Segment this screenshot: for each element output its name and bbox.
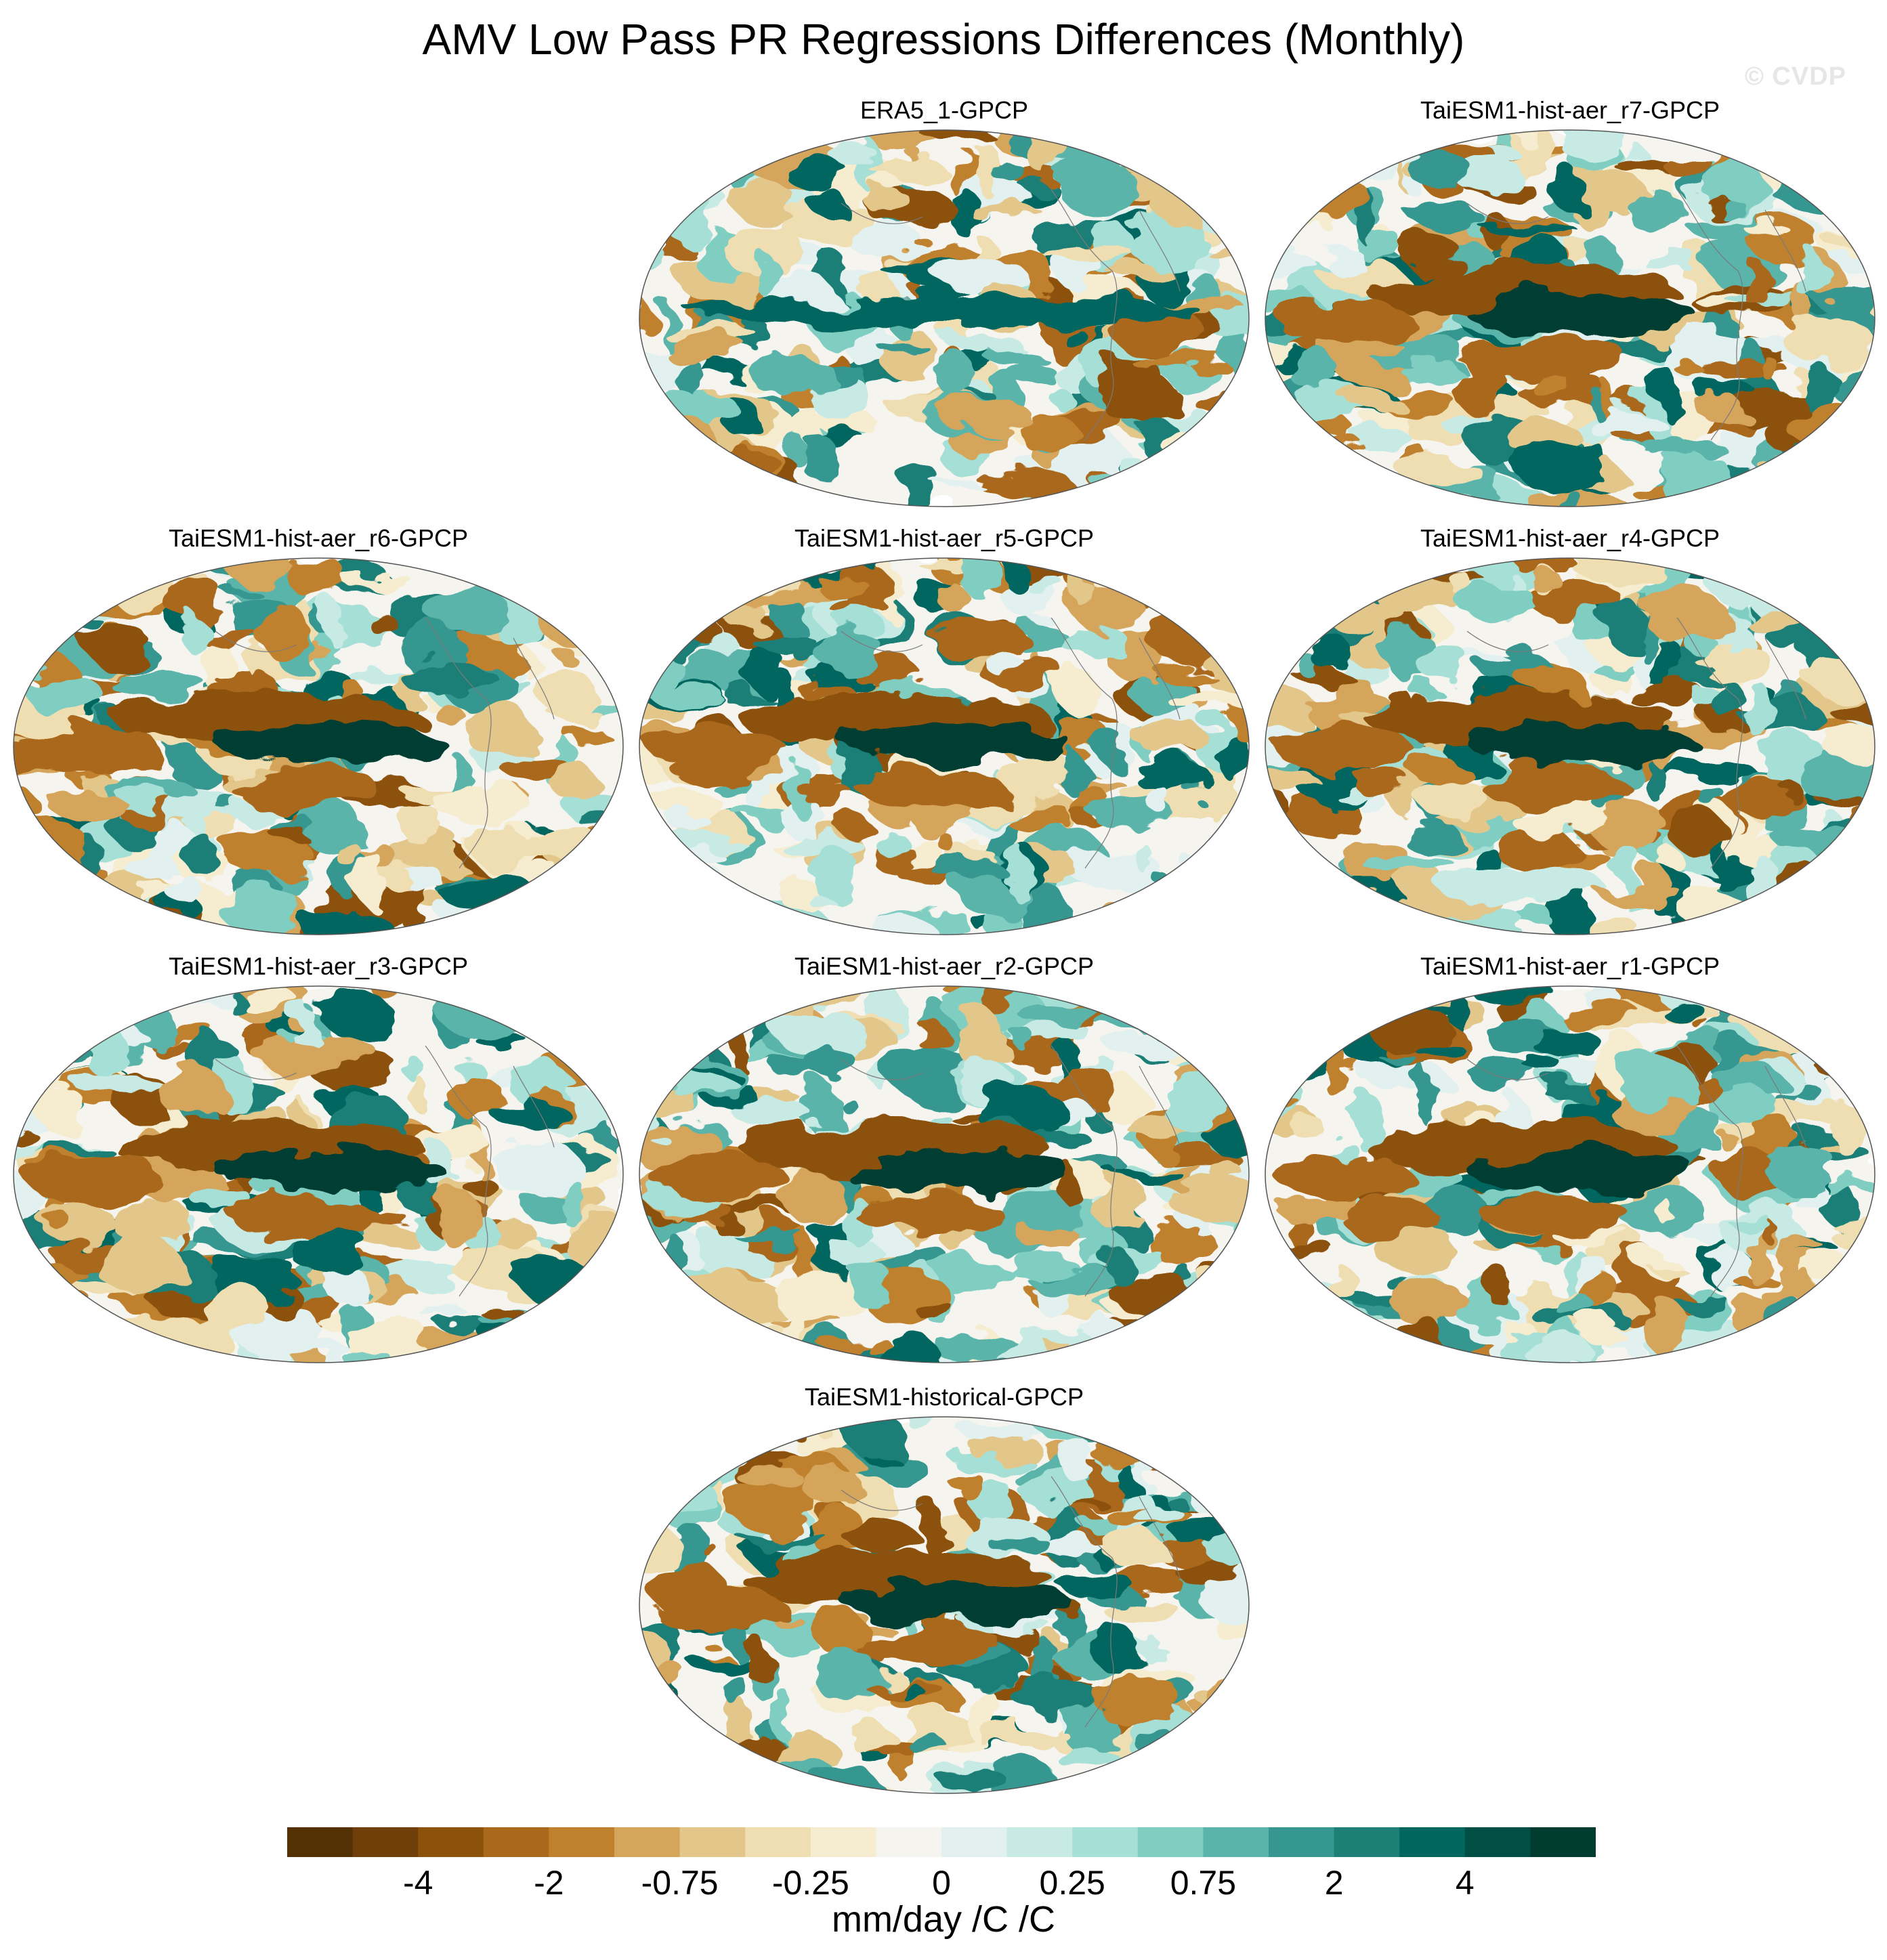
- map-outline: [13, 557, 624, 935]
- colorbar-swatch: [287, 1827, 354, 1857]
- robinson-map: [13, 985, 624, 1363]
- map-outline: [639, 985, 1250, 1363]
- map-outline: [639, 129, 1250, 507]
- map-panel: TaiESM1-hist-aer_r6-GPCP: [12, 523, 624, 950]
- colorbar-swatch: [1464, 1827, 1531, 1857]
- colorbar-swatch: [1006, 1827, 1073, 1857]
- robinson-map: [639, 985, 1250, 1363]
- colorbar-tick-label: 0.25: [1039, 1864, 1105, 1902]
- map-panel: ERA5_1-GPCP: [638, 95, 1250, 521]
- map-outline: [639, 557, 1250, 935]
- coastline-lines: [841, 189, 1181, 441]
- cvdp-watermark: © CVDP: [1744, 62, 1846, 91]
- colorbar-swatch: [614, 1827, 681, 1857]
- robinson-map: [1265, 129, 1875, 507]
- coastline-lines: [1466, 1045, 1806, 1297]
- colorbar-tick-label: -0.75: [641, 1864, 719, 1902]
- coastline-lines: [215, 1045, 555, 1297]
- panel-title: ERA5_1-GPCP: [860, 96, 1029, 124]
- coastline-lines: [841, 1476, 1181, 1728]
- colorbar-swatch: [1137, 1827, 1204, 1857]
- colorbar-swatch: [745, 1827, 811, 1857]
- coastline-lines: [1466, 189, 1806, 441]
- map-outline: [1265, 985, 1875, 1363]
- colorbar-swatch: [549, 1827, 615, 1857]
- coastline-lines: [215, 617, 555, 869]
- colorbar-swatches: [287, 1827, 1596, 1857]
- colorbar-tick-label: 2: [1324, 1864, 1344, 1902]
- colorbar-swatch: [1399, 1827, 1466, 1857]
- panel-title: TaiESM1-hist-aer_r5-GPCP: [794, 524, 1095, 552]
- robinson-map: [13, 557, 624, 935]
- map-panel: TaiESM1-hist-aer_r1-GPCP: [1264, 951, 1876, 1378]
- coastline-lines: [841, 617, 1181, 869]
- colorbar-swatch: [1530, 1827, 1596, 1857]
- colorbar-swatch: [941, 1827, 1008, 1857]
- map-outline: [13, 985, 624, 1363]
- robinson-map: [639, 557, 1250, 935]
- colorbar-tick-label: -4: [402, 1864, 433, 1902]
- robinson-map: [1265, 557, 1875, 935]
- map-panel: TaiESM1-hist-aer_r3-GPCP: [12, 951, 624, 1378]
- colorbar-swatch: [810, 1827, 876, 1857]
- colorbar-swatch: [1334, 1827, 1400, 1857]
- robinson-map: [1265, 985, 1875, 1363]
- panel-title: TaiESM1-hist-aer_r6-GPCP: [168, 524, 469, 552]
- colorbar-swatch: [1203, 1827, 1269, 1857]
- colorbar-swatch: [418, 1827, 484, 1857]
- map-panel: TaiESM1-hist-aer_r2-GPCP: [638, 951, 1250, 1378]
- colorbar-tick-label: 0: [932, 1864, 951, 1902]
- map-outline: [639, 1416, 1250, 1794]
- panel-title: TaiESM1-hist-aer_r1-GPCP: [1420, 952, 1720, 980]
- map-panel: TaiESM1-hist-aer_r4-GPCP: [1264, 523, 1876, 950]
- colorbar-swatch: [876, 1827, 942, 1857]
- panel-title: TaiESM1-hist-aer_r4-GPCP: [1420, 524, 1720, 552]
- colorbar-swatch: [1269, 1827, 1335, 1857]
- map-panel: TaiESM1-hist-aer_r7-GPCP: [1264, 95, 1876, 521]
- colorbar: [287, 1827, 1596, 1857]
- figure-title: AMV Low Pass PR Regressions Differences …: [422, 15, 1465, 64]
- colorbar-tick-label: -2: [534, 1864, 564, 1902]
- panel-title: TaiESM1-hist-aer_r2-GPCP: [794, 952, 1095, 980]
- robinson-map: [639, 1416, 1250, 1794]
- colorbar-units: mm/day /C /C: [831, 1899, 1056, 1940]
- map-outline: [1265, 557, 1875, 935]
- coastline-lines: [1466, 617, 1806, 869]
- colorbar-tick-label: -0.25: [771, 1864, 849, 1902]
- map-panel: TaiESM1-hist-aer_r5-GPCP: [638, 523, 1250, 950]
- map-panel: TaiESM1-historical-GPCP: [638, 1382, 1250, 1808]
- map-outline: [1265, 129, 1875, 507]
- colorbar-swatch: [1072, 1827, 1139, 1857]
- panel-title: TaiESM1-historical-GPCP: [804, 1383, 1084, 1411]
- robinson-map: [639, 129, 1250, 507]
- panel-title: TaiESM1-hist-aer_r7-GPCP: [1420, 96, 1720, 124]
- colorbar-tick-label: 4: [1455, 1864, 1475, 1902]
- panel-title: TaiESM1-hist-aer_r3-GPCP: [168, 952, 469, 980]
- colorbar-swatch: [483, 1827, 549, 1857]
- colorbar-tick-label: 0.75: [1170, 1864, 1237, 1902]
- coastline-lines: [841, 1045, 1181, 1297]
- colorbar-swatch: [679, 1827, 746, 1857]
- colorbar-swatch: [352, 1827, 419, 1857]
